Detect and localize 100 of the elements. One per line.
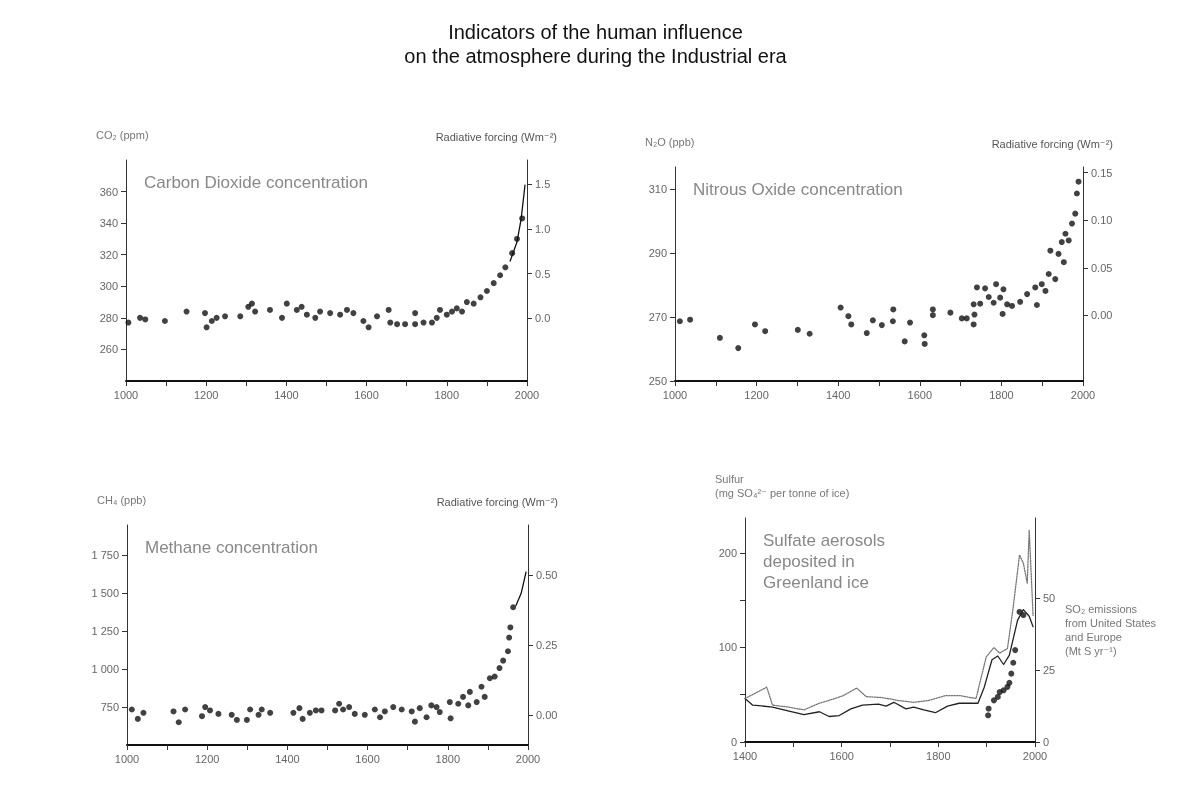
point [1068, 220, 1075, 227]
point [971, 311, 978, 318]
point [137, 314, 144, 321]
point [470, 300, 477, 307]
point [973, 284, 980, 291]
point [332, 707, 339, 714]
point [504, 648, 511, 655]
y-tick-label: 0 [730, 736, 737, 748]
line-series [744, 529, 1034, 711]
point [377, 714, 384, 721]
x-tick-label: 1400 [274, 388, 299, 401]
point [198, 713, 205, 720]
y2-tick-label: 1.5 [535, 178, 551, 191]
x-tick-label: 1600 [829, 749, 854, 762]
point [175, 719, 182, 726]
point [459, 308, 466, 315]
point [266, 306, 273, 313]
point [762, 328, 769, 335]
point [1072, 210, 1079, 217]
point [412, 310, 419, 317]
point [423, 714, 430, 721]
point [267, 709, 274, 716]
x-tick-label: 1400 [275, 752, 300, 765]
y-tick-label: 1 750 [91, 549, 119, 562]
point [837, 304, 844, 311]
point [1073, 190, 1080, 197]
point [436, 306, 443, 313]
point [848, 321, 855, 328]
point [687, 316, 694, 323]
y2-tick-label: 0.00 [536, 709, 558, 722]
x-tick-label: 2000 [514, 388, 540, 401]
point [360, 318, 367, 325]
point [237, 313, 244, 320]
point [433, 314, 440, 321]
point [293, 306, 300, 313]
point [252, 308, 259, 315]
point [907, 319, 914, 326]
y-tick-label: 340 [99, 217, 118, 230]
y2-tick-label: 0.5 [535, 267, 551, 280]
point [343, 306, 350, 313]
x-tick-label: 1600 [354, 388, 379, 401]
point [433, 704, 440, 711]
point [303, 311, 310, 318]
point [337, 311, 344, 318]
line-series [744, 609, 1034, 718]
point [243, 716, 250, 723]
point [921, 340, 928, 347]
y2-tick-label: 50 [1043, 592, 1056, 605]
point [970, 321, 977, 328]
point [428, 319, 435, 326]
point [947, 309, 954, 316]
point [1033, 301, 1040, 308]
y2-tick-label: 0.05 [1091, 261, 1113, 274]
annotation: Sulfate aerosols deposited in Greenland ice [763, 531, 885, 592]
point [428, 702, 435, 709]
point [182, 706, 189, 713]
point [497, 272, 504, 279]
point [202, 310, 208, 317]
point [869, 317, 876, 324]
x-tick-label: 2000 [515, 752, 541, 765]
point [890, 306, 897, 313]
y-tick-label: 260 [99, 343, 118, 356]
point [985, 294, 992, 300]
y-tick-label: 320 [99, 248, 118, 261]
point [312, 314, 319, 321]
point [283, 300, 290, 307]
y2-tick-label: 25 [1043, 664, 1056, 677]
y2-tick-label: 0.00 [1091, 309, 1113, 322]
point [385, 306, 392, 313]
point [985, 712, 992, 719]
point [228, 711, 235, 718]
point [963, 315, 970, 322]
y-tick-label: 360 [99, 185, 118, 198]
point [1032, 284, 1039, 291]
line-series [509, 184, 526, 262]
y-tick-label: 1 250 [91, 625, 119, 638]
point [1042, 287, 1049, 294]
point [390, 704, 397, 711]
y-tick-label: 310 [648, 183, 667, 196]
point [402, 321, 409, 328]
point [394, 321, 401, 328]
point [997, 294, 1004, 301]
point [921, 332, 928, 339]
text: Indicators of the human influence on the atmosphere during the Industrial era [403, 20, 788, 68]
x-tick-label: 2000 [1022, 749, 1048, 762]
point [203, 324, 210, 331]
point [929, 306, 936, 313]
y2-tick-label: 0.0 [535, 312, 551, 325]
x-tick-label: 1800 [435, 752, 461, 765]
point [207, 707, 214, 714]
point [845, 313, 852, 320]
point [1052, 276, 1059, 283]
point [1006, 679, 1013, 686]
point [1058, 239, 1065, 246]
x-tick-label: 1000 [113, 388, 139, 401]
x-tick-label: 1000 [662, 388, 688, 401]
point [215, 710, 222, 717]
point [140, 709, 147, 716]
y2-tick-label: 0.15 [1091, 166, 1113, 179]
point [970, 301, 977, 308]
